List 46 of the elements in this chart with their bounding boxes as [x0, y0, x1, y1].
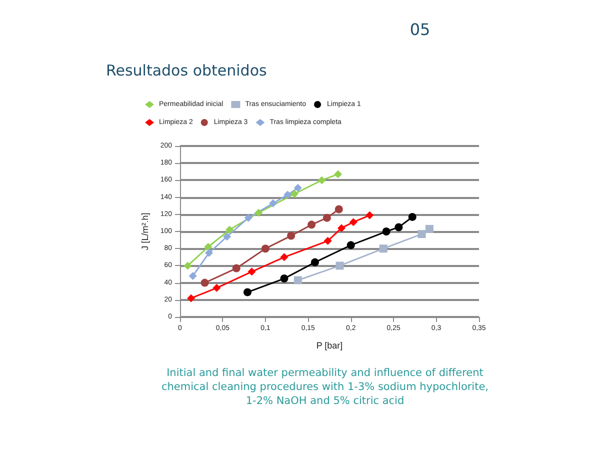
point [308, 220, 316, 229]
point [232, 264, 240, 272]
point [287, 232, 296, 240]
point [394, 223, 403, 232]
point [310, 258, 319, 266]
point [418, 230, 426, 238]
point [379, 244, 388, 253]
point [366, 211, 374, 220]
point [294, 184, 302, 192]
x-axis-title: P [bar] [316, 340, 343, 350]
point [382, 228, 390, 236]
point [222, 232, 231, 241]
point [212, 284, 221, 292]
point [334, 170, 342, 178]
point [336, 262, 344, 270]
point [205, 248, 214, 257]
point [269, 199, 278, 208]
point [243, 288, 252, 296]
point [290, 190, 298, 198]
point [346, 241, 355, 250]
point [244, 214, 252, 222]
point [226, 226, 234, 234]
point [334, 205, 343, 214]
point [408, 212, 416, 221]
y-axis-title: J [L/m².h] [140, 212, 150, 250]
point [425, 224, 434, 233]
point [322, 214, 331, 222]
point [324, 236, 332, 245]
point [294, 276, 302, 284]
point [188, 272, 197, 280]
point [184, 262, 192, 270]
point [280, 274, 288, 283]
text: Initial and final water permeability and influence of different chemical cleaning procedures with 1-3% sodium hypochlorite, 1-2% NaOH and 5% citric acid [160, 366, 490, 408]
point [349, 218, 358, 226]
point [318, 176, 326, 184]
point [284, 190, 292, 199]
point [187, 294, 196, 302]
text: 05 [408, 20, 432, 39]
point [280, 253, 288, 262]
point [248, 268, 256, 276]
point [254, 208, 263, 217]
point [261, 244, 270, 253]
point [204, 242, 212, 251]
point [337, 224, 346, 232]
point [200, 278, 209, 287]
chart-title: Resultados obtenidos [106, 62, 268, 80]
